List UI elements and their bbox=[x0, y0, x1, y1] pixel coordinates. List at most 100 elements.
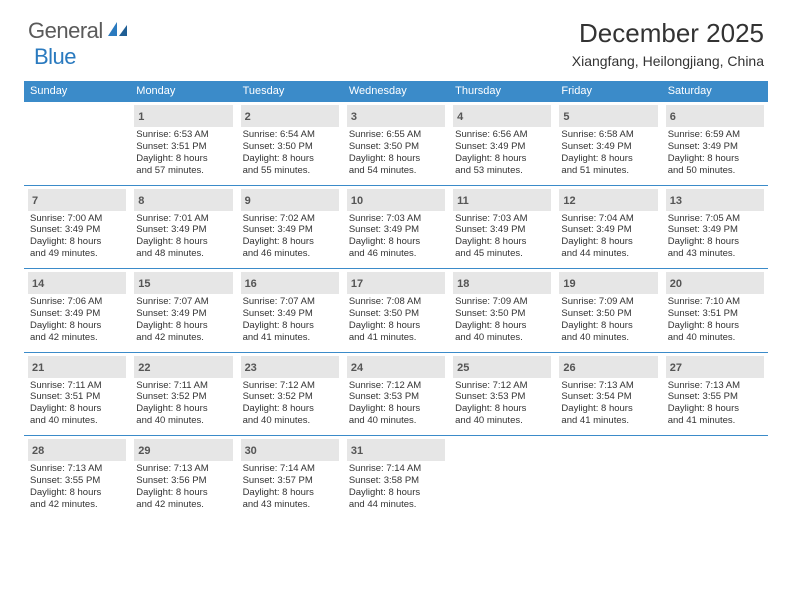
day-detail: Sunrise: 7:07 AMSunset: 3:49 PMDaylight:… bbox=[241, 296, 339, 344]
day-line: and 44 minutes. bbox=[349, 499, 443, 511]
day-cell: 15Sunrise: 7:07 AMSunset: 3:49 PMDayligh… bbox=[130, 269, 236, 352]
day-detail: Sunrise: 7:03 AMSunset: 3:49 PMDaylight:… bbox=[347, 213, 445, 261]
day-number-bar: 29 bbox=[134, 439, 232, 461]
day-number: 1 bbox=[138, 111, 144, 123]
day-number: 31 bbox=[351, 445, 363, 457]
day-line: Daylight: 8 hours bbox=[349, 403, 443, 415]
day-number-bar: 21 bbox=[28, 356, 126, 378]
day-number: 21 bbox=[32, 362, 44, 374]
day-line: Sunset: 3:49 PM bbox=[349, 224, 443, 236]
day-line: Sunrise: 7:11 AM bbox=[30, 380, 124, 392]
day-line: Daylight: 8 hours bbox=[668, 236, 762, 248]
day-number: 6 bbox=[670, 111, 676, 123]
day-line: Sunrise: 7:02 AM bbox=[243, 213, 337, 225]
day-detail: Sunrise: 6:59 AMSunset: 3:49 PMDaylight:… bbox=[666, 129, 764, 177]
day-line: Daylight: 8 hours bbox=[243, 236, 337, 248]
day-line: Sunrise: 7:12 AM bbox=[455, 380, 549, 392]
day-line: Daylight: 8 hours bbox=[455, 403, 549, 415]
day-detail: Sunrise: 7:11 AMSunset: 3:51 PMDaylight:… bbox=[28, 380, 126, 428]
day-detail: Sunrise: 7:09 AMSunset: 3:50 PMDaylight:… bbox=[453, 296, 551, 344]
day-line: Sunrise: 7:07 AM bbox=[243, 296, 337, 308]
day-line: Daylight: 8 hours bbox=[30, 487, 124, 499]
header: General December 2025 Xiangfang, Heilong… bbox=[0, 0, 792, 73]
day-number-bar: 16 bbox=[241, 272, 339, 294]
day-number: 11 bbox=[457, 195, 469, 207]
day-number-bar: 19 bbox=[559, 272, 657, 294]
day-line: and 51 minutes. bbox=[561, 165, 655, 177]
day-cell: 31 Sunrise: 7:14 AMSunset: 3:58 PMDayligh… bbox=[343, 436, 449, 519]
week-row: 28Sunrise: 7:13 AMSunset: 3:55 PMDayligh… bbox=[24, 436, 768, 519]
day-number-bar: 26 bbox=[559, 356, 657, 378]
day-cell: 27Sunrise: 7:13 AMSunset: 3:55 PMDayligh… bbox=[662, 353, 768, 436]
day-line: Sunset: 3:56 PM bbox=[136, 475, 230, 487]
week-row: 7 Sunrise: 7:00 AMSunset: 3:49 PMDaylight… bbox=[24, 186, 768, 270]
day-cell: 21 Sunrise: 7:11 AMSunset: 3:51 PMDayligh… bbox=[24, 353, 130, 436]
day-detail: Sunrise: 7:01 AMSunset: 3:49 PMDaylight:… bbox=[134, 213, 232, 261]
day-line: and 46 minutes. bbox=[243, 248, 337, 260]
day-number-bar: 30 bbox=[241, 439, 339, 461]
day-line: Daylight: 8 hours bbox=[136, 487, 230, 499]
day-cell: 4Sunrise: 6:56 AMSunset: 3:49 PMDaylight… bbox=[449, 102, 555, 185]
day-line: Daylight: 8 hours bbox=[561, 403, 655, 415]
day-number-bar: 28 bbox=[28, 439, 126, 461]
day-number-bar: 2 bbox=[241, 105, 339, 127]
day-number: 7 bbox=[32, 195, 38, 207]
day-detail: Sunrise: 7:02 AMSunset: 3:49 PMDaylight:… bbox=[241, 213, 339, 261]
day-line: Sunset: 3:49 PM bbox=[455, 224, 549, 236]
day-number: 23 bbox=[245, 362, 257, 374]
day-cell: 23Sunrise: 7:12 AMSunset: 3:52 PMDayligh… bbox=[237, 353, 343, 436]
day-line: and 40 minutes. bbox=[561, 332, 655, 344]
day-detail: Sunrise: 7:12 AMSunset: 3:53 PMDaylight:… bbox=[347, 380, 445, 428]
day-detail: Sunrise: 7:13 AMSunset: 3:55 PMDaylight:… bbox=[666, 380, 764, 428]
day-line: Sunset: 3:49 PM bbox=[668, 224, 762, 236]
day-number-bar: 20 bbox=[666, 272, 764, 294]
day-number: 2 bbox=[245, 111, 251, 123]
day-line: Sunset: 3:52 PM bbox=[243, 391, 337, 403]
day-number: 22 bbox=[138, 362, 150, 374]
day-number: 20 bbox=[670, 278, 682, 290]
day-line: Daylight: 8 hours bbox=[243, 403, 337, 415]
day-line: and 46 minutes. bbox=[349, 248, 443, 260]
day-number-bar: 6 bbox=[666, 105, 764, 127]
day-detail: Sunrise: 7:00 AMSunset: 3:49 PMDaylight:… bbox=[28, 213, 126, 261]
day-line: and 55 minutes. bbox=[243, 165, 337, 177]
day-cell: 6 Sunrise: 6:59 AMSunset: 3:49 PMDaylight… bbox=[662, 102, 768, 185]
day-line: Sunrise: 7:01 AM bbox=[136, 213, 230, 225]
day-line: Sunrise: 7:12 AM bbox=[349, 380, 443, 392]
day-line: Sunrise: 7:05 AM bbox=[668, 213, 762, 225]
day-number: 8 bbox=[138, 195, 144, 207]
day-line: Sunset: 3:51 PM bbox=[30, 391, 124, 403]
page-title: December 2025 bbox=[572, 18, 764, 49]
day-line: Sunset: 3:53 PM bbox=[455, 391, 549, 403]
day-line: Sunset: 3:55 PM bbox=[668, 391, 762, 403]
day-detail: Sunrise: 7:13 AMSunset: 3:54 PMDaylight:… bbox=[559, 380, 657, 428]
day-cell: 9Sunrise: 7:02 AMSunset: 3:49 PMDaylight… bbox=[237, 186, 343, 269]
day-detail: Sunrise: 7:05 AMSunset: 3:49 PMDaylight:… bbox=[666, 213, 764, 261]
day-line: Sunset: 3:58 PM bbox=[349, 475, 443, 487]
day-line: Sunrise: 7:13 AM bbox=[136, 463, 230, 475]
day-number-bar: 12 bbox=[559, 189, 657, 211]
day-number-bar: 27 bbox=[666, 356, 764, 378]
day-line: Daylight: 8 hours bbox=[30, 320, 124, 332]
day-cell: 17Sunrise: 7:08 AMSunset: 3:50 PMDayligh… bbox=[343, 269, 449, 352]
weekday-header: Friday bbox=[555, 81, 661, 102]
day-number-bar: 25 bbox=[453, 356, 551, 378]
day-line: and 41 minutes. bbox=[349, 332, 443, 344]
calendar: Sunday Monday Tuesday Wednesday Thursday… bbox=[24, 81, 768, 519]
day-line: Daylight: 8 hours bbox=[668, 403, 762, 415]
day-number: 15 bbox=[138, 278, 150, 290]
day-line: and 43 minutes. bbox=[243, 499, 337, 511]
day-cell: 26Sunrise: 7:13 AMSunset: 3:54 PMDayligh… bbox=[555, 353, 661, 436]
weekday-header: Tuesday bbox=[237, 81, 343, 102]
day-line: Daylight: 8 hours bbox=[136, 403, 230, 415]
logo-text-2-wrap: Blue bbox=[34, 44, 76, 70]
day-detail: Sunrise: 7:14 AMSunset: 3:58 PMDaylight:… bbox=[347, 463, 445, 511]
day-line: Sunrise: 7:11 AM bbox=[136, 380, 230, 392]
day-cell: 7 Sunrise: 7:00 AMSunset: 3:49 PMDaylight… bbox=[24, 186, 130, 269]
day-number-bar: 10 bbox=[347, 189, 445, 211]
day-number-bar: 13 bbox=[666, 189, 764, 211]
day-detail: Sunrise: 7:06 AMSunset: 3:49 PMDaylight:… bbox=[28, 296, 126, 344]
day-number: 10 bbox=[351, 195, 363, 207]
day-line: Sunrise: 7:09 AM bbox=[455, 296, 549, 308]
day-line: Daylight: 8 hours bbox=[30, 236, 124, 248]
